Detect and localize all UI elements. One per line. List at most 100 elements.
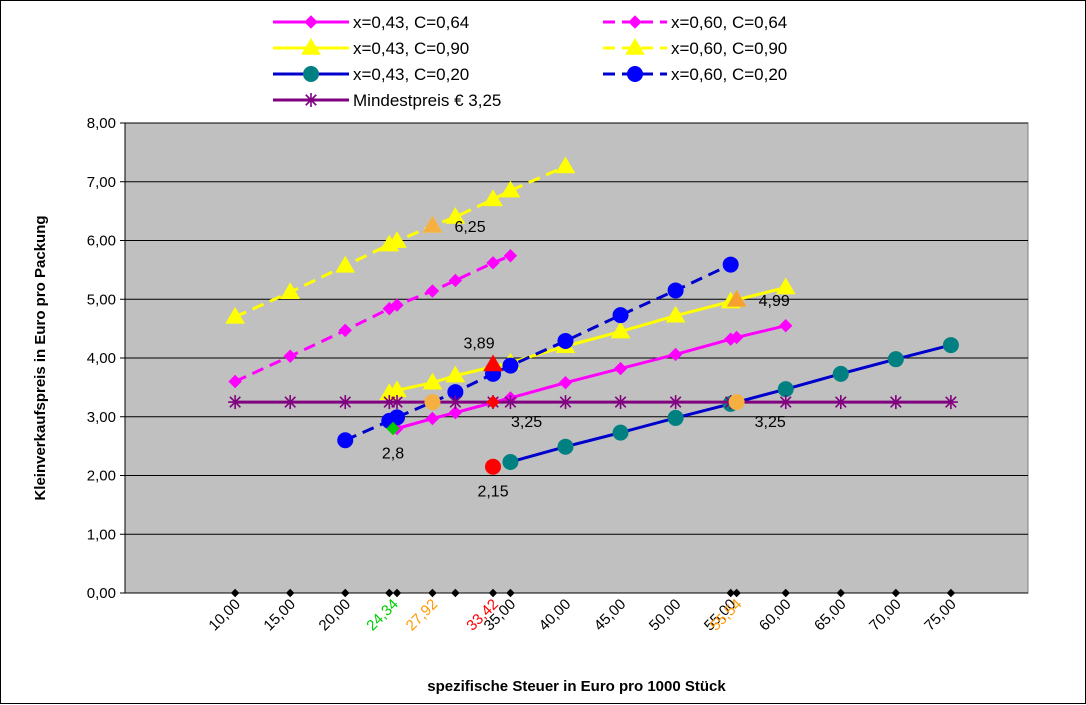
legend-marker <box>627 66 643 82</box>
x-axis-title: spezifische Steuer in Euro pro 1000 Stüc… <box>427 678 726 695</box>
data-point <box>335 255 356 273</box>
data-point <box>558 395 573 410</box>
legend-label: x=0,43, C=0,20 <box>353 65 469 84</box>
data-point <box>667 282 684 299</box>
y-tick-label: 1,00 <box>87 526 116 543</box>
data-point <box>503 249 518 263</box>
legend-entry-x-0-43-c-0-64: x=0,43, C=0,64 <box>273 13 469 32</box>
highlight-point <box>386 421 400 436</box>
legend-label: x=0,60, C=0,64 <box>671 13 787 32</box>
axis-point <box>392 588 402 598</box>
data-point <box>387 231 407 248</box>
series-line <box>234 165 567 319</box>
legend-entry-x-0-60-c-0-20: x=0,60, C=0,20 <box>603 65 787 84</box>
data-point <box>667 409 684 426</box>
axis-point <box>230 588 240 598</box>
data-point <box>722 256 739 273</box>
legend-label: x=0,43, C=0,64 <box>353 13 469 32</box>
data-point <box>337 432 354 449</box>
data-point <box>665 305 686 323</box>
legend-marker <box>303 66 319 82</box>
data-point <box>942 337 959 354</box>
data-point <box>613 395 628 410</box>
highlight-point <box>483 354 503 372</box>
data-point <box>228 374 242 389</box>
data-point <box>503 395 518 410</box>
data-point <box>832 365 849 382</box>
data-label: 3,25 <box>755 414 786 431</box>
data-label: 2,15 <box>477 484 508 501</box>
data-label: 3,25 <box>511 414 542 431</box>
x-tick-label: 27,92 <box>403 596 442 635</box>
x-tick-label: 40,00 <box>536 596 575 635</box>
legend-entry-x-0-43-c-0-90: x=0,43, C=0,90 <box>273 38 469 58</box>
x-tick-label: 60,00 <box>756 596 795 635</box>
data-point <box>422 372 443 390</box>
legend-marker <box>304 15 318 29</box>
data-point <box>486 256 500 270</box>
data-point <box>225 306 245 324</box>
axis-point <box>488 588 498 598</box>
x-axis-points <box>230 588 956 598</box>
data-point <box>729 330 744 345</box>
data-point <box>775 277 796 295</box>
y-tick-label: 8,00 <box>87 115 116 132</box>
data-label: 4,99 <box>759 293 790 310</box>
data-point <box>612 307 629 324</box>
data-point <box>283 349 297 363</box>
highlight-point <box>424 394 441 411</box>
data-point <box>613 361 628 376</box>
data-point <box>448 405 463 420</box>
data-point <box>425 411 440 426</box>
axis-point <box>451 588 460 598</box>
data-point <box>887 351 904 368</box>
legend-entry-x-0-43-c-0-20: x=0,43, C=0,20 <box>273 65 469 84</box>
data-point <box>280 282 301 299</box>
axis-point <box>891 588 901 598</box>
legend: x=0,43, C=0,64 x=0,60, C=0,64 x=0,43, C=0,… <box>273 13 787 110</box>
highlight-point <box>422 215 443 233</box>
data-label: 3,89 <box>463 335 494 352</box>
data-point <box>502 357 519 374</box>
axis-point <box>732 588 741 598</box>
x-tick-label: 75,00 <box>921 596 960 635</box>
axis-point <box>506 588 515 598</box>
data-point <box>483 189 503 207</box>
legend-marker <box>625 38 645 55</box>
axis-point <box>385 588 394 598</box>
data-label: 6,25 <box>454 219 485 236</box>
data-point <box>448 273 463 288</box>
series-x-0-60-c-0-64 <box>228 249 518 389</box>
data-point <box>612 424 629 441</box>
data-point <box>777 381 794 398</box>
axis-point <box>781 588 790 598</box>
data-point <box>668 395 683 410</box>
data-point <box>445 207 466 224</box>
legend-marker <box>628 15 642 29</box>
data-point <box>283 395 298 410</box>
data-point <box>500 180 521 198</box>
y-tick-label: 4,00 <box>87 350 116 367</box>
axis-point <box>428 588 437 598</box>
data-point <box>888 395 903 410</box>
y-tick-label: 3,00 <box>87 409 116 426</box>
x-tick-label: 50,00 <box>646 596 685 635</box>
data-point <box>390 298 404 312</box>
data-point <box>557 332 574 349</box>
data-point <box>943 395 958 410</box>
y-tick-label: 2,00 <box>87 468 116 485</box>
x-tick-label: 45,00 <box>591 596 630 635</box>
legend-label: x=0,60, C=0,20 <box>671 65 787 84</box>
legend-entry-x-0-60-c-0-64: x=0,60, C=0,64 <box>603 13 787 32</box>
x-tick-label: 24,34 <box>363 596 402 635</box>
legend-entry-mindestpreis-3-25: Mindestpreis € 3,25 <box>273 91 501 110</box>
data-point <box>557 438 574 455</box>
x-tick-label: 15,00 <box>260 596 299 635</box>
axis-point <box>285 588 295 598</box>
legend-marker <box>301 38 321 55</box>
legend-entry-x-0-60-c-0-90: x=0,60, C=0,90 <box>603 38 787 58</box>
data-point <box>833 395 848 410</box>
annotation-layer: 2,8 6,25 3,89 3,25 2,15 4,99 3,25 <box>382 219 790 501</box>
